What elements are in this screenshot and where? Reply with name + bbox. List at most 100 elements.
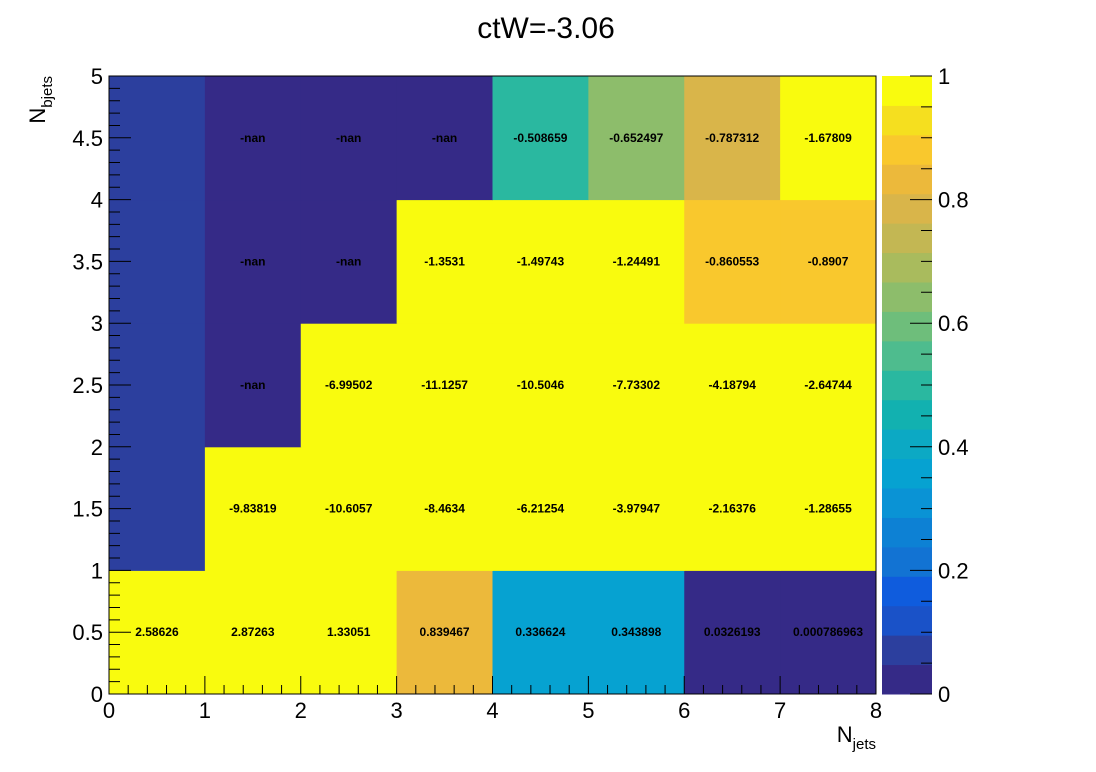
cell-value-label: -4.18794 [709, 378, 757, 392]
heatmap-cell [492, 323, 589, 448]
y-tick-label: 2 [91, 435, 103, 460]
cell-labels: 2.58626 2.87263 1.33051 0.839467 0.336624 0.3… [135, 131, 863, 639]
cell-value-label: -nan [336, 254, 361, 268]
heatmap-cell [396, 76, 493, 201]
color-scale-bar: 0 0.2 0.4 0.6 0.8 1 [882, 64, 969, 707]
cell-value-label: -1.24491 [613, 254, 661, 268]
cell-value-label: 0.000786963 [793, 625, 863, 639]
heatmap-cell [780, 199, 877, 324]
y-axis-ticks [109, 75, 131, 695]
color-scale-segment [882, 340, 932, 371]
cell-value-label: -6.99502 [325, 378, 373, 392]
x-axis-ticks [108, 676, 877, 694]
color-scale-tick-label: 0 [938, 682, 950, 707]
x-axis: 0 1 2 3 4 5 6 7 8 [103, 676, 882, 723]
color-scale-segment [882, 76, 932, 106]
y-tick-label: 5 [91, 64, 103, 89]
color-scale-segment [882, 546, 932, 577]
x-tick-label: 3 [391, 698, 403, 723]
heatmap-cell [396, 323, 493, 448]
color-scale-segment [882, 193, 932, 224]
heatmap-cell [588, 76, 685, 201]
chart-title: ctW=-3.06 [477, 12, 615, 45]
cell-value-label: -nan [240, 378, 265, 392]
heatmap-cell [300, 570, 398, 695]
color-scale-segment [882, 311, 932, 342]
heatmap-cell [684, 199, 781, 324]
heatmap-cell [204, 323, 302, 448]
cell-value-label: -1.67809 [804, 131, 852, 145]
cell-value-label: 0.839467 [420, 625, 470, 639]
heatmap-cell [300, 446, 398, 571]
cell-value-label: -0.8907 [808, 254, 849, 268]
color-scale-segment [882, 105, 932, 136]
color-scale-segment [882, 134, 932, 165]
x-tick-label: 2 [295, 698, 307, 723]
x-tick-label: 7 [774, 698, 786, 723]
color-scale-segment [882, 605, 932, 636]
heatmap-cell [684, 570, 781, 695]
cell-value-label: -8.4634 [424, 502, 465, 516]
heatmap-cell [492, 76, 589, 201]
color-scale-tick-label: 0.8 [938, 188, 969, 213]
color-scale-tick-label: 0.6 [938, 311, 969, 336]
heatmap-cell [780, 76, 877, 201]
cell-value-label: -10.6057 [325, 502, 373, 516]
heatmap-cell [588, 570, 685, 695]
cell-value-label: 0.336624 [515, 625, 565, 639]
cell-value-label: -1.49743 [517, 254, 565, 268]
heatmap-cell [204, 570, 302, 695]
cell-value-label: -10.5046 [517, 378, 565, 392]
cell-value-label: -11.1257 [421, 378, 468, 392]
heatmap-cell [204, 199, 302, 324]
heatmap-cell [396, 446, 493, 571]
x-tick-label: 8 [870, 698, 882, 723]
heatmap-cell [780, 446, 877, 571]
y-tick-label: 3 [91, 311, 103, 336]
color-scale-segment [882, 223, 932, 254]
x-axis-label-sub: jets [852, 736, 876, 753]
y-axis-label: Nbjets [25, 76, 56, 124]
y-axis-label-main: N [25, 108, 50, 124]
cell-value-label: -nan [432, 131, 457, 145]
x-tick-label: 5 [582, 698, 594, 723]
heatmap-cell [300, 199, 398, 324]
cell-value-label: -9.83819 [229, 502, 277, 516]
heatmap-cell [396, 199, 493, 324]
heatmap-cell [588, 446, 685, 571]
heatmap-cell [204, 76, 302, 201]
color-scale-segment [882, 664, 932, 695]
cell-value-label: -nan [240, 131, 265, 145]
heatmap-cell [492, 570, 589, 695]
heatmap-cell [492, 446, 589, 571]
cell-value-label: -3.97947 [613, 502, 661, 516]
y-tick-label: 1 [91, 558, 103, 583]
cell-value-label: -1.28655 [804, 502, 852, 516]
heatmap-cell [684, 76, 781, 201]
cell-value-label: -0.787312 [705, 131, 759, 145]
color-scale-segment [882, 488, 932, 518]
cell-value-label: -0.508659 [513, 131, 567, 145]
color-scale-segment [882, 517, 932, 548]
y-tick-label: 0.5 [72, 620, 103, 645]
heatmap-cell [396, 570, 493, 695]
heatmap-cell [204, 446, 302, 571]
color-scale-tick-label: 0.4 [938, 435, 969, 460]
cell-value-label: -0.652497 [609, 131, 663, 145]
x-tick-label: 4 [486, 698, 498, 723]
cell-value-label: -1.3531 [424, 254, 465, 268]
heatmap-cell [300, 76, 398, 201]
color-scale-tick-label: 1 [938, 64, 950, 89]
heatmap-cell [588, 199, 685, 324]
cell-value-label: -nan [336, 131, 361, 145]
cell-value-label: -0.860553 [705, 254, 759, 268]
cell-value-label: 1.33051 [327, 625, 371, 639]
cell-value-label: -6.21254 [517, 502, 565, 516]
heatmap-cell [492, 199, 589, 324]
cell-value-label: -nan [240, 254, 265, 268]
x-axis-label-main: N [837, 722, 853, 747]
heatmap-cell [684, 446, 781, 571]
cell-value-label: 0.343898 [611, 625, 661, 639]
cell-value-label: 2.58626 [135, 625, 179, 639]
y-tick-label: 0 [91, 682, 103, 707]
